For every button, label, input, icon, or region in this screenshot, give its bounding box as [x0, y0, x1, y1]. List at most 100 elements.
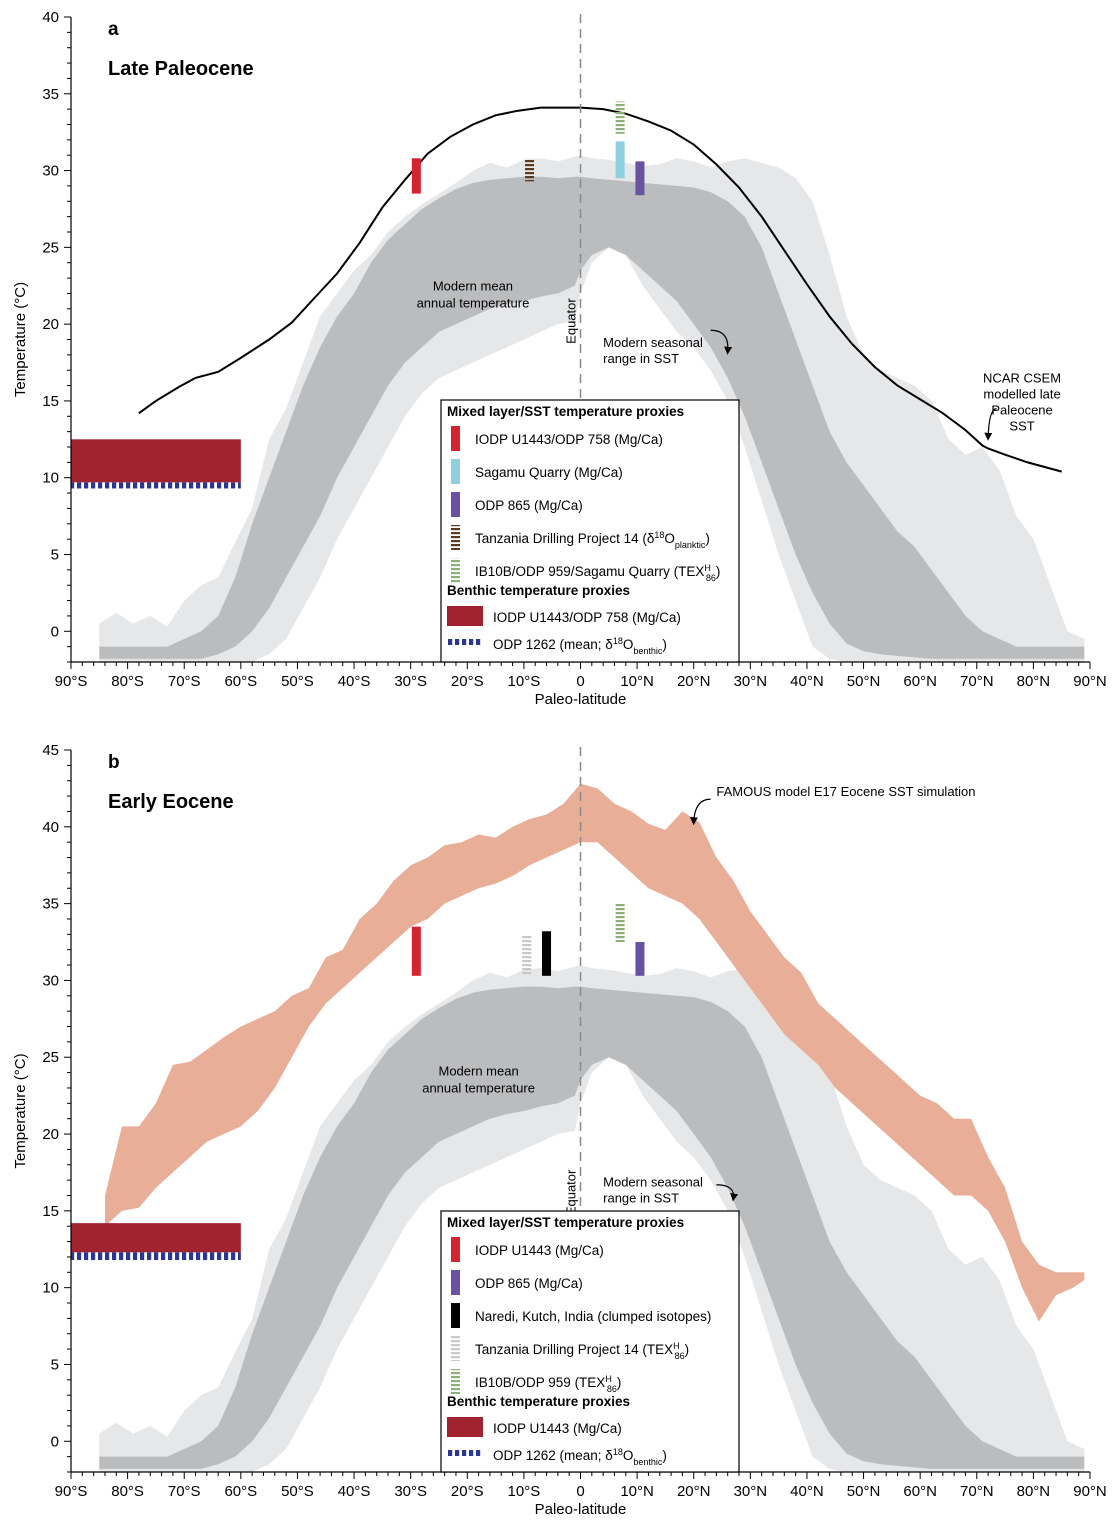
legend-heading-benthic: Benthic temperature proxies: [447, 1394, 630, 1409]
legend-swatch-benthic-red: [447, 1417, 483, 1437]
panel-title: Early Eocene: [108, 791, 234, 813]
x-tick-label: 90°N: [1073, 673, 1107, 690]
x-tick-label: 10°N: [620, 1483, 654, 1500]
modern-seasonal-label: range in SST: [603, 351, 679, 366]
legend-close: ): [662, 1448, 667, 1463]
x-tick-label: 70°N: [960, 1483, 994, 1500]
model-arrow: [689, 798, 711, 826]
x-tick-label: 80°N: [1017, 673, 1051, 690]
x-tick-label: 50°S: [281, 1483, 314, 1500]
model-line: [138, 106, 1062, 473]
y-tick-label: 10: [42, 1280, 59, 1297]
y-tick-label: 10: [42, 470, 59, 487]
y-tick-label: 0: [51, 623, 59, 640]
x-tick-label: 70°S: [168, 673, 201, 690]
panel-a: 0 5 10 15 20 25 30 35 40 90°S 80°S 70°S 60°S 50°S 40°S…: [12, 9, 1107, 708]
y-tick-label: 30: [42, 163, 59, 180]
x-tick-label: 0: [576, 1483, 584, 1500]
legend-close: ): [685, 1342, 690, 1357]
legend-item-tex86: IB10B/ODP 959/Sagamu Quarry (TEXH 86): [475, 563, 720, 583]
legend-sub: 86: [607, 1384, 617, 1394]
legend-box: [440, 1210, 740, 1473]
legend-swatch-benthic-blue: [447, 1450, 483, 1456]
legend-sub: benthic: [633, 1457, 663, 1467]
x-tick-label: 40°N: [790, 1483, 824, 1500]
x-tick-label: 20°S: [451, 673, 484, 690]
x-tick-label: 60°N: [903, 1483, 937, 1500]
modern-mean-label: annual temperature: [422, 1081, 535, 1096]
y-tick-label: 20: [42, 1126, 59, 1143]
x-tick-label: 20°N: [677, 1483, 711, 1500]
legend-swatch-odp865: [451, 1270, 460, 1295]
legend-swatch-u1443: [451, 426, 460, 451]
seasonal-arrow: [710, 329, 733, 355]
legend-item-odp865: ODP 865 (Mg/Ca): [475, 498, 583, 513]
x-axis-label: Paleo-latitude: [535, 1501, 627, 1518]
x-tick-label: 40°N: [790, 673, 824, 690]
x-tick-label: 60°N: [903, 673, 937, 690]
panel-title: Late Paleocene: [108, 58, 254, 80]
proxy-bar-odp865: [635, 161, 645, 196]
x-tick-label: 0: [576, 673, 584, 690]
benthic-d18o-bar: [71, 482, 241, 489]
x-tick-label: 90°S: [55, 673, 88, 690]
panel-letter: a: [108, 19, 119, 40]
y-tick-label: 35: [42, 896, 59, 913]
legend-item-benthic_blue: ODP 1262 (mean; δ18Obenthic): [493, 636, 667, 656]
model-label: NCAR CSEM: [983, 371, 1061, 386]
equator-label: Equator: [564, 1169, 579, 1215]
proxy-bar-naredi: [542, 931, 552, 976]
x-tick-label: 70°S: [168, 1483, 201, 1500]
benthic-mgca-bar: [71, 439, 241, 483]
benthic-mgca-bar: [71, 1223, 241, 1253]
x-tick-label: 20°S: [451, 1483, 484, 1500]
legend-swatch-sagamu: [451, 459, 460, 484]
x-tick-label: 20°N: [677, 673, 711, 690]
y-tick-label: 0: [51, 1433, 59, 1450]
plot-area: [99, 783, 1085, 1472]
modern-seasonal-label: range in SST: [603, 1190, 679, 1205]
x-tick-label: 50°S: [281, 673, 314, 690]
x-tick-label: 10°S: [508, 673, 541, 690]
legend-sup: 18: [613, 636, 623, 646]
x-tick-label: 30°S: [394, 1483, 427, 1500]
legend-close: ): [705, 531, 710, 546]
x-tick-label: 90°N: [1073, 1483, 1107, 1500]
x-tick-label: 10°N: [620, 673, 654, 690]
model-label: SST: [1009, 419, 1034, 434]
x-tick-label: 50°N: [847, 673, 881, 690]
legend-swatch-tex86: [451, 558, 460, 583]
x-tick-label: 40°S: [338, 1483, 371, 1500]
legend-sub: 86: [706, 573, 716, 583]
legend-close: ): [617, 1375, 622, 1390]
legend-swatch-odp865: [451, 492, 460, 517]
legend-item-benthic_red: IODP U1443/ODP 758 (Mg/Ca): [493, 610, 681, 625]
legend-item-benthic_red: IODP U1443 (Mg/Ca): [493, 1421, 622, 1436]
model-label: FAMOUS model E17 Eocene SST simulation: [716, 784, 975, 799]
legend-swatch-benthic-red: [447, 606, 483, 626]
y-tick-label: 40: [42, 9, 59, 26]
legend-sup: H: [704, 563, 711, 573]
modern-seasonal-label: Modern seasonal: [603, 335, 703, 350]
modern-mean-band: [99, 176, 1085, 659]
y-tick-label: 20: [42, 316, 59, 333]
y-tick-label: 15: [42, 1203, 59, 1220]
legend-item-sagamu: Sagamu Quarry (Mg/Ca): [475, 465, 623, 480]
x-tick-label: 60°S: [224, 1483, 257, 1500]
x-tick-label: 30°N: [734, 673, 768, 690]
y-axis-label: Temperature (°C): [12, 1053, 29, 1168]
legend-item-tanzania_grey: Tanzania Drilling Project 14 (TEXH 86): [475, 1341, 689, 1361]
legend-heading-benthic: Benthic temperature proxies: [447, 583, 630, 598]
y-tick-label: 25: [42, 1049, 59, 1066]
x-tick-label: 80°S: [111, 1483, 144, 1500]
panel-b: 0 5 10 15 20 25 30 35 40 45 90°S 80°S 70°S 60°S 50°S 40…: [12, 742, 1107, 1518]
modern-seasonal-label: Modern seasonal: [603, 1174, 703, 1189]
x-tick-label: 10°S: [508, 1483, 541, 1500]
legend-swatch-benthic-blue: [447, 639, 483, 645]
y-tick-label: 30: [42, 972, 59, 989]
legend-sup: 18: [654, 530, 664, 540]
legend: Mixed layer/SST temperature proxies IODP …: [440, 1210, 740, 1473]
y-tick-label: 25: [42, 239, 59, 256]
plot-area: [99, 106, 1085, 662]
